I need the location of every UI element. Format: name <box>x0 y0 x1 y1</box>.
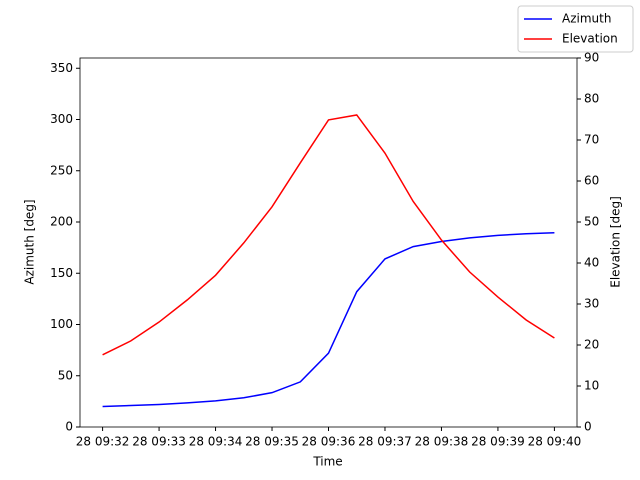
legend-label: Azimuth <box>562 12 611 26</box>
x-tick-label: 28 09:39 <box>471 435 525 449</box>
x-tick-label: 28 09:37 <box>358 435 412 449</box>
y2-tick-label: 50 <box>584 215 599 229</box>
y2-tick-label: 60 <box>584 174 599 188</box>
series-line <box>102 114 555 356</box>
y-tick-label: 200 <box>50 215 73 229</box>
y-tick-label: 350 <box>50 61 73 75</box>
y-axis-label: Azimuth [deg] <box>23 199 37 284</box>
y2-tick-label: 30 <box>584 297 599 311</box>
plot-frame <box>79 57 578 428</box>
y-tick-label: 100 <box>50 317 73 331</box>
x-tick-label: 28 09:38 <box>415 435 469 449</box>
y2-tick-label: 40 <box>584 256 599 270</box>
y2-tick-label: 70 <box>584 133 599 147</box>
y-tick-label: 250 <box>50 163 73 177</box>
y2-tick-label: 0 <box>584 420 592 434</box>
legend-label: Elevation <box>562 32 618 46</box>
y-tick-label: 300 <box>50 112 73 126</box>
y2-tick-label: 90 <box>584 51 599 65</box>
x-tick-label: 28 09:34 <box>189 435 243 449</box>
y2-tick-label: 80 <box>584 92 599 106</box>
x-tick-label: 28 09:33 <box>132 435 186 449</box>
x-tick-label: 28 09:40 <box>528 435 582 449</box>
x-tick-label: 28 09:36 <box>302 435 356 449</box>
y2-tick-label: 20 <box>584 338 599 352</box>
y-tick-label: 50 <box>58 368 73 382</box>
x-tick-label: 28 09:35 <box>245 435 299 449</box>
y2-tick-label: 10 <box>584 379 599 393</box>
y-tick-label: 0 <box>65 420 73 434</box>
x-tick-label: 28 09:32 <box>76 435 130 449</box>
y2-axis-label: Elevation [deg] <box>609 196 623 288</box>
x-axis-label: Time <box>312 455 342 469</box>
y-tick-label: 150 <box>50 266 73 280</box>
legend-box <box>517 5 634 53</box>
series-line <box>102 232 555 408</box>
